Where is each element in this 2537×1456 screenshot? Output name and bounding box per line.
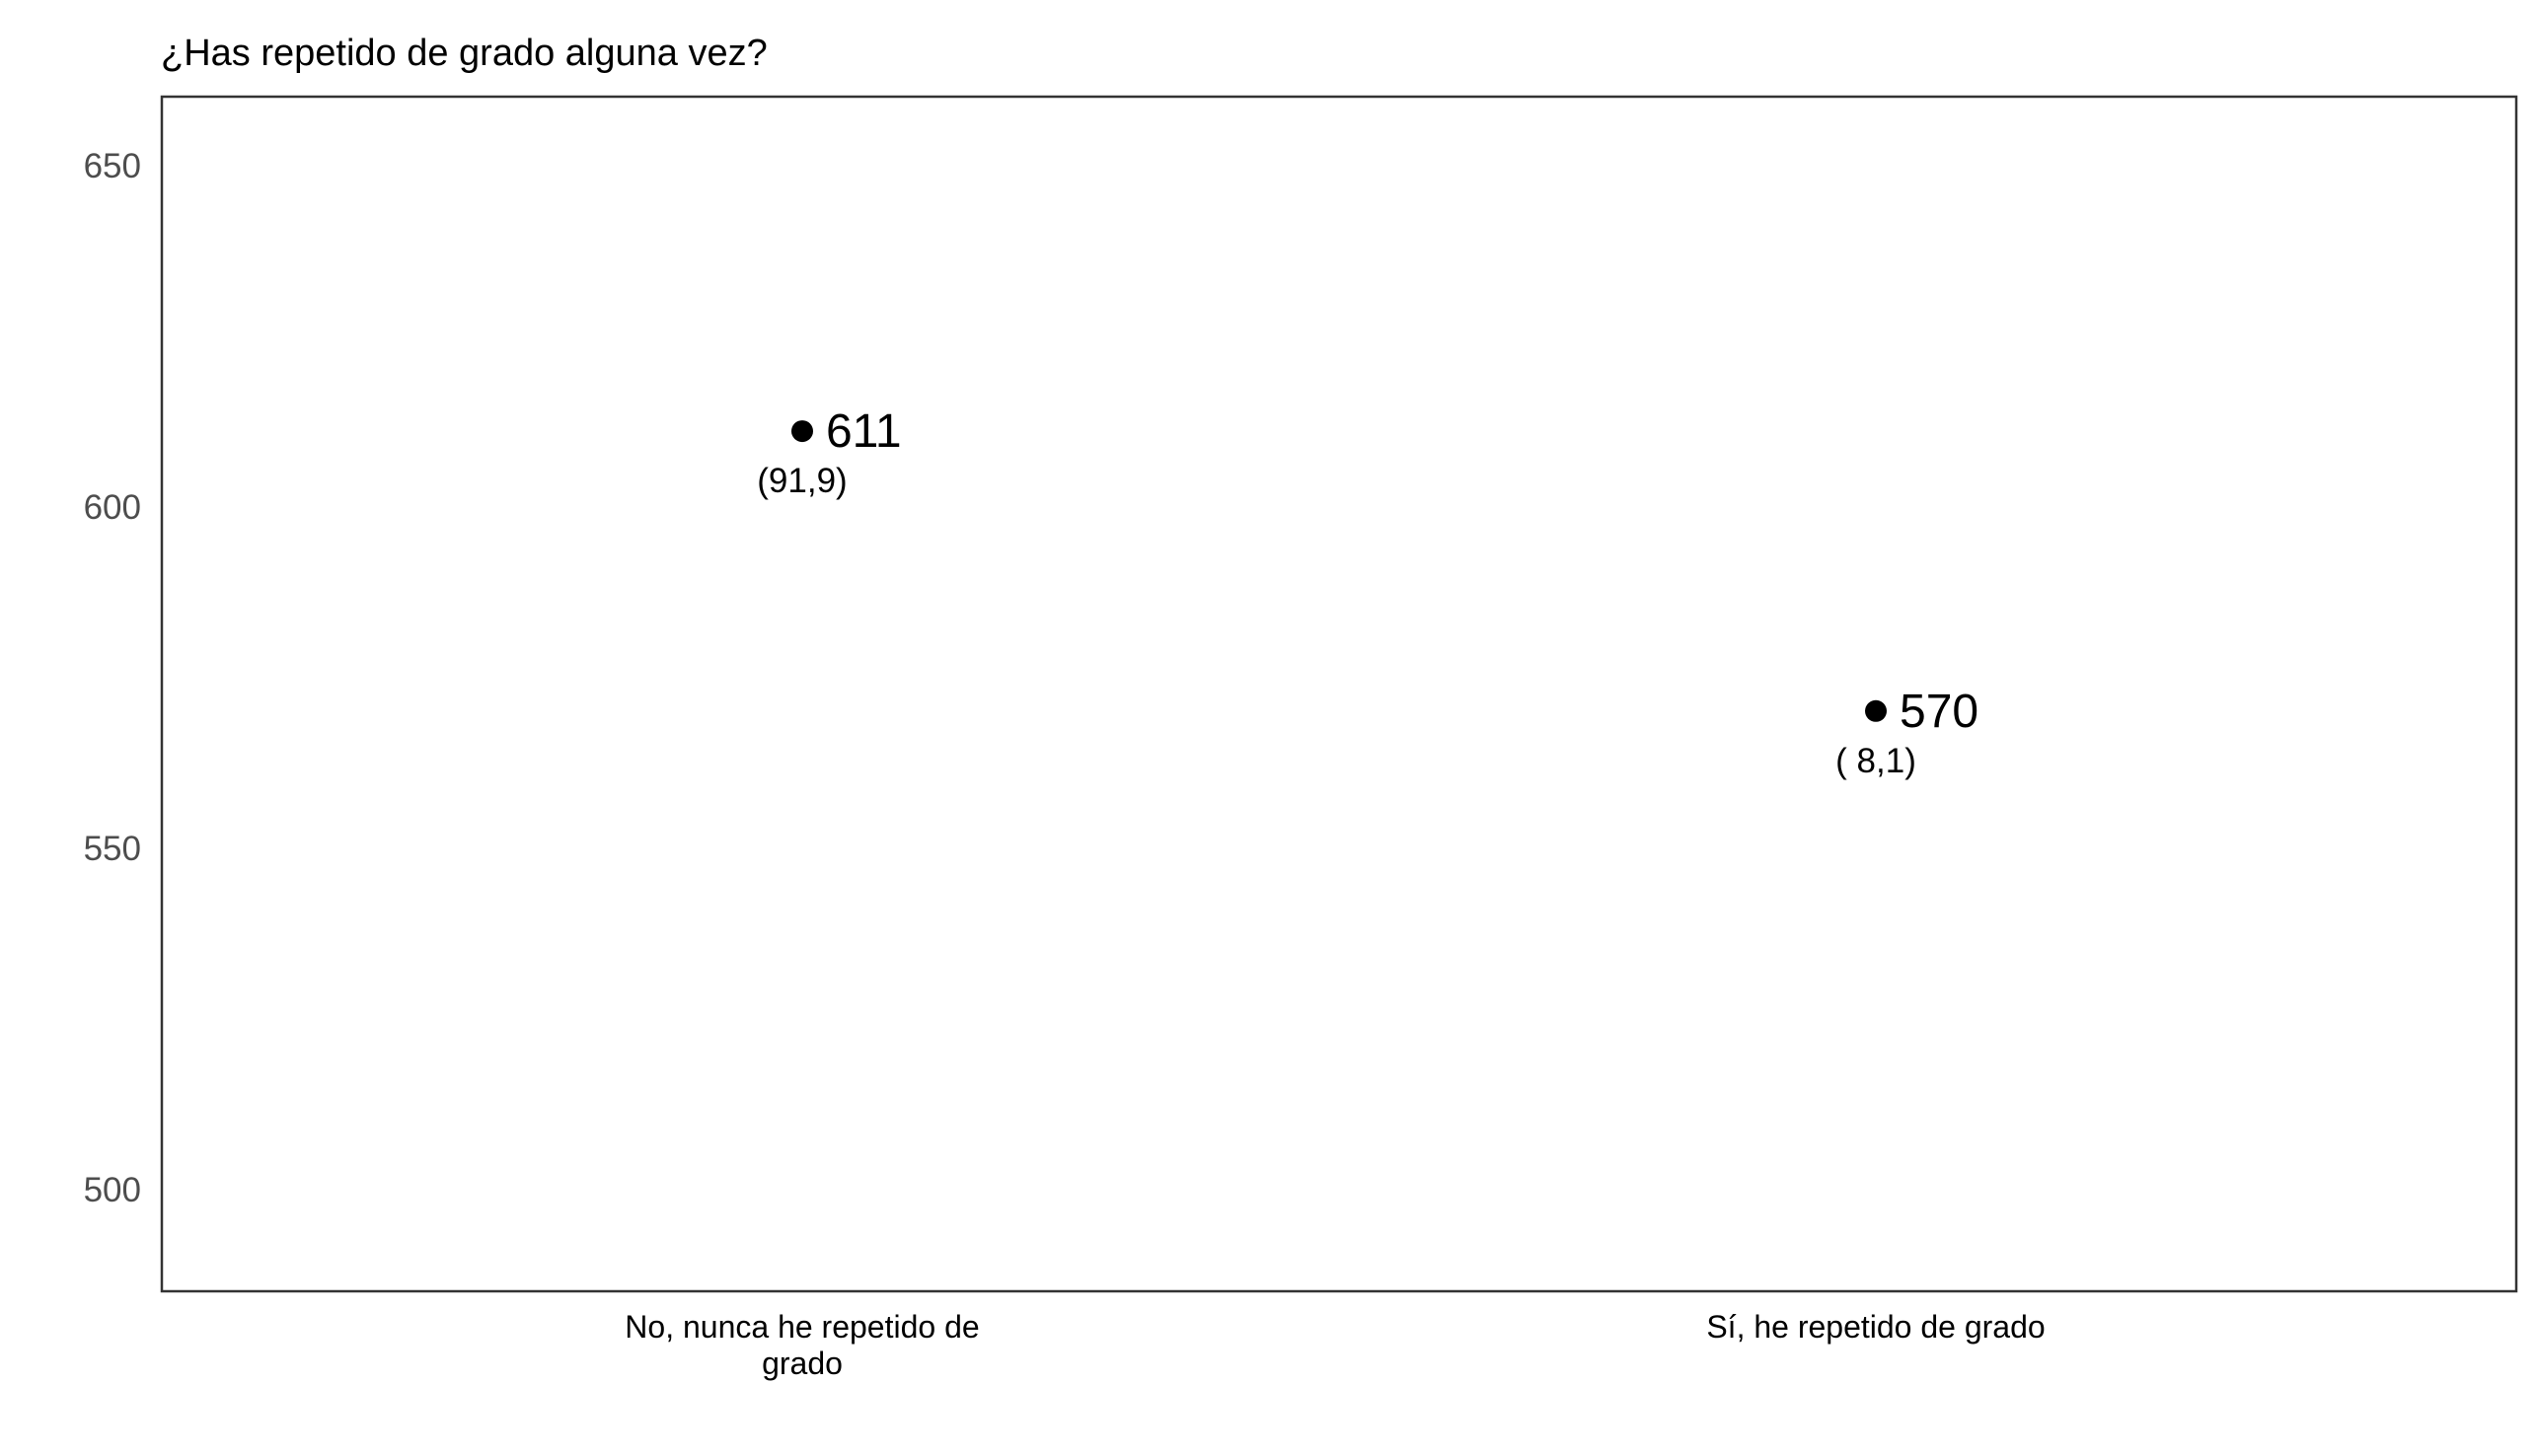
y-tick-label: 650: [84, 147, 141, 185]
data-point: [1865, 699, 1888, 722]
data-point: [790, 420, 813, 443]
x-tick-label: grado: [762, 1346, 843, 1381]
data-value-label: 611: [826, 405, 902, 458]
data-value-label: 570: [1900, 686, 1978, 738]
y-tick-label: 550: [84, 830, 141, 868]
data-percent-label: (91,9): [757, 462, 847, 500]
y-axis: 500 550 600 650: [84, 147, 141, 1209]
x-tick-label: Sí, he repetido de grado: [1706, 1309, 2045, 1345]
chart-title: ¿Has repetido de grado alguna vez?: [161, 33, 768, 74]
y-tick-label: 600: [84, 488, 141, 527]
data-points: 611 (91,9) 570 ( 8,1): [757, 405, 1978, 780]
x-tick-label: No, nunca he repetido de: [625, 1309, 979, 1345]
data-percent-label: ( 8,1): [1835, 742, 1916, 780]
y-tick-label: 500: [84, 1171, 141, 1209]
plot-frame: [160, 95, 2518, 1293]
